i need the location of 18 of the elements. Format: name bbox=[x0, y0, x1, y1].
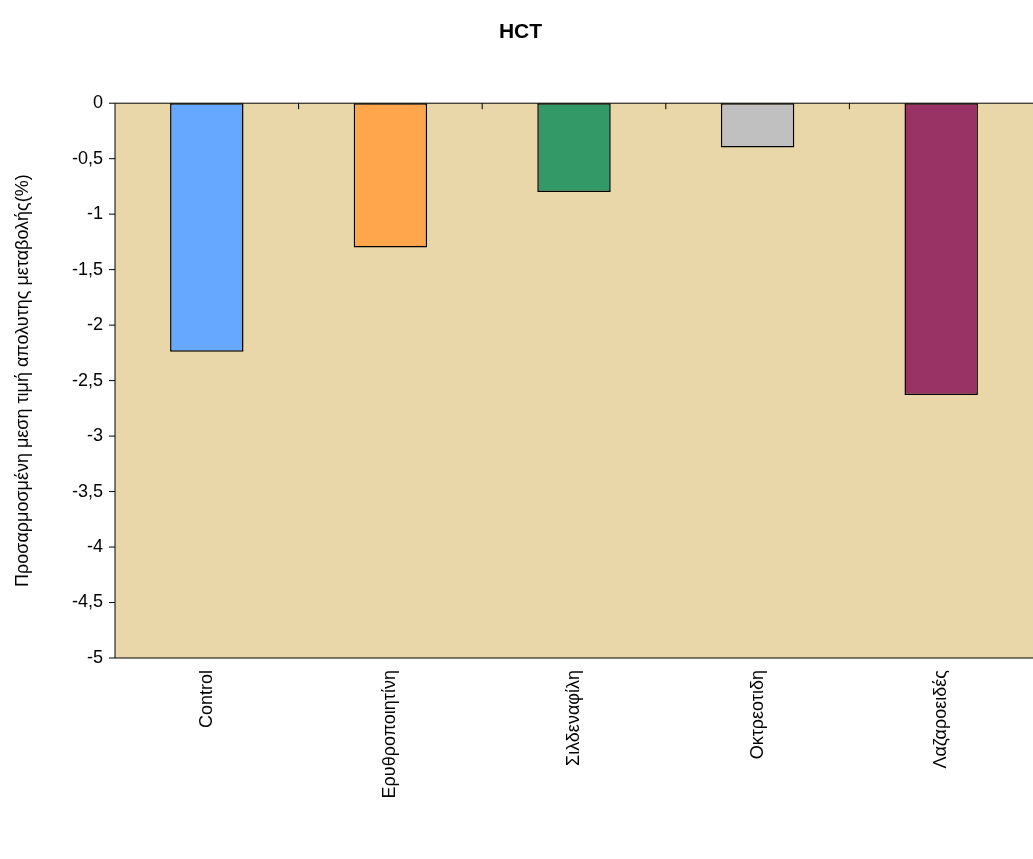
y-tick-label: -1,5 bbox=[71, 258, 103, 279]
y-tick-label: -5 bbox=[86, 646, 103, 667]
chart-title: HCT bbox=[498, 19, 543, 43]
y-tick-label: -4,5 bbox=[71, 591, 103, 612]
y-tick-label: 0 bbox=[92, 92, 103, 113]
y-tick-label: -2 bbox=[86, 314, 103, 335]
y-axis-title: Προσαρμοσμένη μεση τιμή απολυτης μεταβολής(%) bbox=[11, 174, 32, 587]
x-tick-label: Ερυθροποιητίνη bbox=[379, 670, 400, 799]
y-tick-label: -4 bbox=[86, 536, 103, 557]
x-tick-label: Control bbox=[195, 670, 216, 729]
x-tick-label: Οκτρεοτιδη bbox=[746, 670, 767, 760]
x-tick-label: Σιλδεναφίλη bbox=[562, 670, 583, 766]
y-tick-label: -2,5 bbox=[71, 369, 103, 390]
y-tick-label: -3 bbox=[86, 425, 103, 446]
y-tick-label: -1 bbox=[86, 203, 103, 224]
x-tick-label: Λαζαροειδές bbox=[930, 669, 951, 769]
y-tick-label: -3,5 bbox=[71, 480, 103, 501]
y-tick-label: -0,5 bbox=[71, 147, 103, 168]
